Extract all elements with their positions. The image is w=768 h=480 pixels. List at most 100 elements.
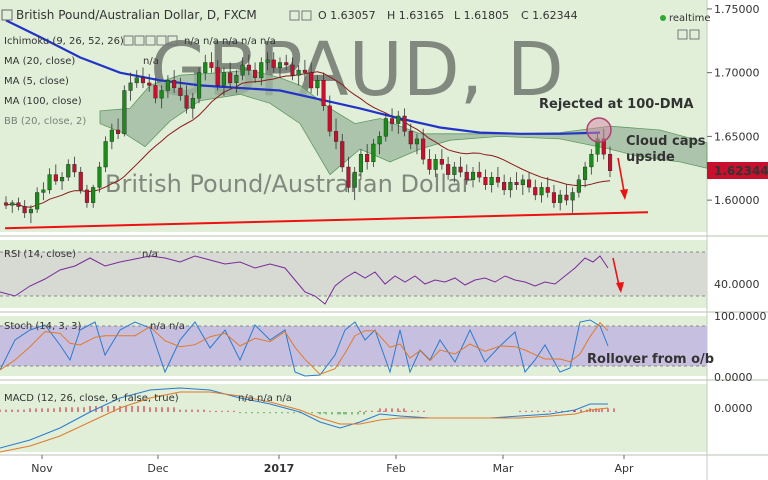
candle-9: [60, 172, 65, 190]
stoch-value: n/a n/a: [150, 321, 185, 332]
cloud-area: [99, 69, 708, 176]
candle-37: [234, 70, 239, 94]
candle-21: [134, 70, 139, 88]
candle-58: [365, 144, 370, 170]
candle-24: [153, 77, 158, 104]
candle-53: [334, 118, 339, 150]
ytick-label-3: 1.75000: [714, 3, 760, 16]
candle-81: [508, 177, 513, 198]
candle-66: [414, 133, 420, 155]
candle-3: [22, 200, 27, 218]
realtime-dot-icon: [660, 15, 666, 21]
annotation-cloud-line-2: upside: [626, 150, 675, 165]
stoch-label: Stoch (14, 3, 3): [4, 321, 81, 332]
macd-signal-line: [0, 391, 609, 453]
candle-76: [477, 161, 482, 183]
candle-63: [396, 110, 401, 134]
candle-36: [228, 62, 233, 88]
candle-61: [383, 113, 388, 142]
candle-27: [172, 70, 177, 94]
ma20-line: [5, 71, 611, 208]
candle-83: [520, 174, 525, 196]
macd-pane-bg: [0, 384, 707, 452]
candle-92: [576, 174, 581, 198]
ichimoku-btn-3[interactable]: [156, 35, 167, 46]
candles: [3, 52, 613, 224]
candle-0: [3, 196, 9, 210]
ichimoku-label: Ichimoku (9, 26, 52, 26): [4, 36, 124, 47]
candle-74: [464, 164, 469, 185]
candle-20: [128, 72, 133, 101]
candle-33: [209, 52, 214, 73]
annotation-rollover: Rollover from o/b: [587, 352, 714, 367]
candle-30: [190, 93, 195, 119]
watermark-name: British Pound/Australian Dollar: [105, 170, 472, 198]
ichimoku-btn-1[interactable]: [134, 35, 145, 46]
candle-6: [41, 182, 46, 201]
candle-78: [489, 172, 494, 193]
ma100-label: MA (100, close): [4, 96, 82, 107]
macd-series: [0, 387, 615, 453]
candle-64: [402, 108, 407, 137]
ma20-label: MA (20, close): [4, 56, 75, 67]
candle-57: [358, 149, 364, 180]
candle-14: [91, 184, 96, 208]
ohlc-low: L 1.61805: [454, 9, 509, 22]
candle-12: [78, 166, 83, 194]
ichimoku-btn-0[interactable]: [123, 35, 134, 46]
candle-1: [10, 200, 15, 213]
candle-89: [558, 189, 563, 211]
candle-97: [608, 146, 613, 178]
candle-59: [371, 138, 376, 167]
candle-94: [589, 149, 594, 175]
candle-70: [439, 149, 444, 170]
candle-43: [271, 52, 276, 73]
candle-19: [122, 85, 127, 137]
candle-77: [483, 169, 488, 190]
ohlc-high: H 1.63165: [387, 9, 444, 22]
candle-60: [377, 131, 382, 155]
candle-47: [296, 65, 301, 86]
candle-22: [140, 67, 146, 88]
ichimoku-cloud: [99, 69, 708, 176]
xtick-label-2: 2017: [264, 462, 295, 475]
candle-86: [539, 182, 544, 203]
candle-68: [427, 149, 432, 175]
candle-65: [408, 123, 413, 150]
candle-55: [346, 156, 351, 193]
candle-50: [315, 75, 320, 96]
support-trendline: [4, 211, 649, 230]
ma5-label: MA (5, close): [4, 76, 69, 87]
ma100-line: [5, 19, 601, 135]
price-tag: 1.62344: [714, 164, 768, 178]
candle-62: [390, 108, 395, 132]
stoch-tick-bottom: 0.0000: [714, 371, 753, 384]
candle-7: [47, 168, 52, 194]
ichimoku-btn-2[interactable]: [145, 35, 156, 46]
settings-box-icon[interactable]: [289, 10, 300, 21]
close-box-icon[interactable]: [301, 10, 312, 21]
candle-44: [277, 57, 283, 78]
candle-8: [53, 164, 58, 185]
ichimoku-values: n/a n/a n/a n/a n/a: [184, 36, 276, 47]
candle-28: [178, 77, 183, 101]
candle-38: [240, 57, 245, 81]
xtick-label-1: Dec: [147, 462, 168, 475]
expand-icon[interactable]: [677, 29, 688, 40]
candle-34: [215, 59, 220, 91]
candle-17: [109, 123, 114, 150]
candle-93: [583, 161, 588, 188]
candle-10: [66, 159, 71, 182]
candle-15: [97, 161, 102, 193]
candle-88: [551, 184, 556, 208]
candle-46: [290, 57, 295, 81]
candle-67: [421, 128, 426, 165]
ichimoku-btn-4[interactable]: [167, 35, 178, 46]
minimize-icon[interactable]: [689, 29, 700, 40]
rsi-value: n/a: [142, 249, 158, 260]
rsi-band: [0, 252, 707, 296]
candle-79: [495, 166, 501, 188]
xtick-label-0: Nov: [31, 462, 53, 475]
symbol-icon[interactable]: [1, 9, 13, 21]
